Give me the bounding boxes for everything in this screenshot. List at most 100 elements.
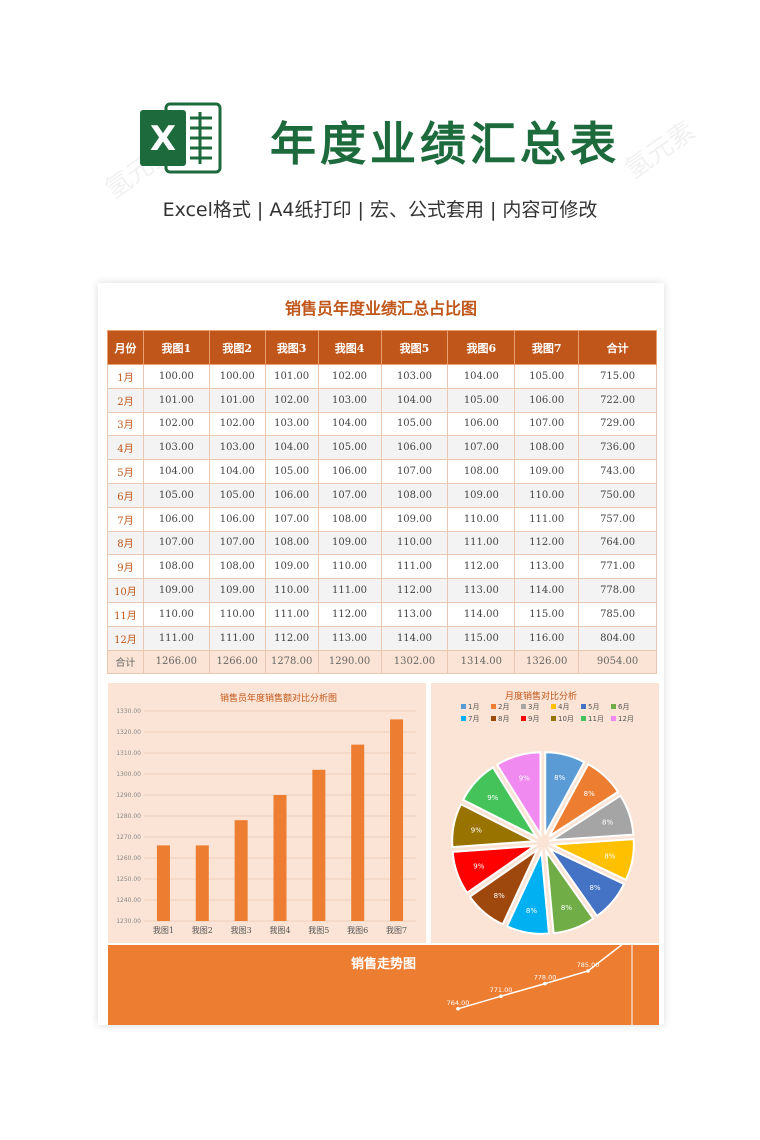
legend-label: 9月 [528, 715, 539, 723]
page-title: 年度业绩汇总表 [270, 117, 620, 171]
legend-swatch [461, 704, 466, 709]
col-header: 我图5 [380, 330, 449, 365]
pie-slice [468, 846, 540, 926]
legend-swatch [611, 716, 616, 721]
value-cell: 106.00 [208, 506, 266, 532]
value-cell: 111.00 [264, 601, 319, 627]
col-header: 我图3 [264, 330, 319, 365]
total-cell: 1326.00 [514, 649, 580, 675]
excel-logo-icon: X [138, 100, 222, 176]
value-cell: 107.00 [514, 411, 580, 437]
pie-slice [451, 802, 538, 849]
page-subtitle: Excel格式 | A4纸打印 | 宏、公式套用 | 内容可修改 [162, 199, 598, 221]
pie-slice [495, 751, 542, 838]
month-cell: 4月 [107, 435, 144, 461]
pie-data-label: 9% [473, 863, 484, 871]
value-cell: 110.00 [264, 578, 319, 603]
value-cell: 108.00 [208, 554, 266, 580]
col-header: 我图6 [447, 330, 516, 365]
value-cell: 785.00 [578, 601, 657, 627]
value-cell: 101.00 [264, 364, 319, 389]
value-cell: 110.00 [208, 601, 266, 627]
legend-swatch [521, 716, 526, 721]
table-row: 10月 109.00 109.00 110.00 111.00 112.00 113.00 1… [107, 578, 657, 603]
total-cell: 1266.00 [142, 649, 210, 675]
col-header: 我图1 [142, 330, 210, 365]
value-cell: 103.00 [380, 364, 449, 389]
pie-slice [461, 765, 540, 840]
legend-swatch [491, 704, 496, 709]
value-cell: 110.00 [514, 482, 580, 508]
value-cell: 102.00 [264, 387, 319, 413]
bar [390, 719, 404, 921]
y-tick-label: 1300.00 [116, 771, 141, 778]
value-cell: 108.00 [447, 459, 516, 484]
value-cell: 111.00 [208, 625, 266, 651]
month-cell: 12月 [107, 625, 144, 651]
month-cell: 6月 [107, 482, 144, 508]
table-row: 9月 108.00 108.00 109.00 110.00 111.00 112.00 11… [107, 554, 657, 580]
legend-swatch [611, 704, 616, 709]
y-tick-label: 1280.00 [116, 813, 141, 820]
value-cell: 715.00 [578, 364, 657, 389]
value-cell: 113.00 [447, 578, 516, 603]
value-cell: 722.00 [578, 387, 657, 413]
value-cell: 103.00 [317, 387, 382, 413]
table-row: 2月 101.00 101.00 102.00 103.00 104.00 105.00 10… [107, 387, 657, 413]
value-cell: 103.00 [142, 435, 210, 461]
x-tick-label: 我图6 [347, 925, 368, 935]
pie-slice [451, 844, 539, 895]
value-cell: 106.00 [447, 411, 516, 437]
value-cell: 105.00 [447, 387, 516, 413]
table-body: 1月 100.00 100.00 101.00 102.00 103.00 104.00 10… [107, 364, 657, 675]
value-cell: 108.00 [264, 530, 319, 556]
table-row: 1月 100.00 100.00 101.00 102.00 103.00 104.00 10… [107, 364, 657, 389]
value-cell: 102.00 [142, 411, 210, 437]
y-tick-label: 1230.00 [116, 918, 141, 925]
value-cell: 109.00 [142, 578, 210, 603]
total-cell: 1266.00 [208, 649, 266, 675]
value-cell: 114.00 [514, 578, 580, 603]
pie-slice [547, 838, 635, 882]
value-cell: 764.00 [578, 530, 657, 556]
trend-point [499, 994, 503, 998]
logo-letter: X [150, 119, 176, 159]
value-cell: 113.00 [317, 625, 382, 651]
value-cell: 111.00 [380, 554, 449, 580]
bar [273, 795, 287, 921]
legend-swatch [551, 704, 556, 709]
value-cell: 112.00 [317, 601, 382, 627]
y-tick-label: 1320.00 [116, 729, 141, 736]
value-cell: 110.00 [380, 530, 449, 556]
value-cell: 113.00 [380, 601, 449, 627]
value-cell: 114.00 [380, 625, 449, 651]
month-cell: 2月 [107, 387, 144, 413]
pie-data-label: 8% [589, 884, 600, 892]
trend-chart-title: 销售走势图 [350, 957, 416, 972]
sales-table: 月份 我图1 我图2 我图3 我图4 我图5 我图6 我图7 合计 1月 100.… [107, 330, 657, 675]
legend-swatch [551, 716, 556, 721]
value-cell: 107.00 [208, 530, 266, 556]
value-cell: 105.00 [142, 482, 210, 508]
legend-label: 1月 [468, 703, 479, 711]
table-row: 8月 107.00 107.00 108.00 109.00 110.00 111.00 11… [107, 530, 657, 556]
x-tick-label: 我图1 [153, 925, 174, 935]
pie-slice [548, 762, 620, 838]
value-cell: 111.00 [514, 506, 580, 532]
legend-label: 7月 [468, 715, 479, 723]
value-cell: 106.00 [317, 459, 382, 484]
value-cell: 729.00 [578, 411, 657, 437]
value-cell: 115.00 [514, 601, 580, 627]
table-row: 3月 102.00 102.00 103.00 104.00 105.00 106.00 10… [107, 411, 657, 437]
legend-label: 6月 [618, 703, 629, 711]
table-row: 6月 105.00 105.00 106.00 107.00 108.00 109.00 11… [107, 482, 657, 508]
total-cell: 9054.00 [578, 649, 657, 675]
value-cell: 804.00 [578, 625, 657, 651]
value-cell: 100.00 [142, 364, 210, 389]
pie-data-label: 8% [584, 790, 595, 798]
value-cell: 112.00 [514, 530, 580, 556]
trend-data-label: 764.00 [447, 999, 470, 1007]
value-cell: 106.00 [380, 435, 449, 461]
legend-label: 8月 [498, 715, 509, 723]
